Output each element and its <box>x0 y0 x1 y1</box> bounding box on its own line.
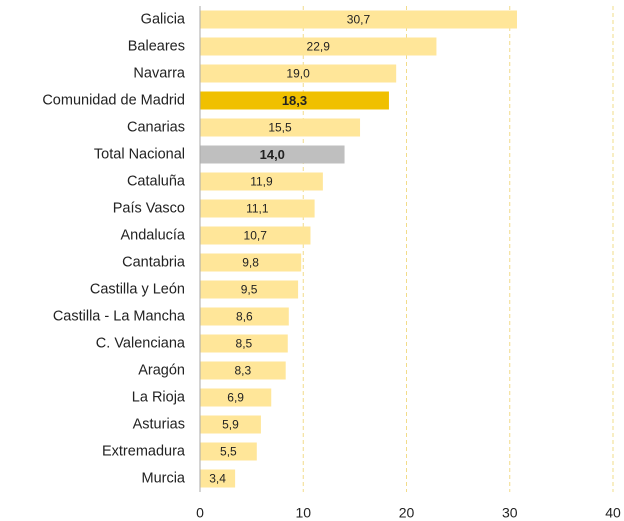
x-tick-label: 10 <box>295 505 311 521</box>
bar <box>200 172 323 191</box>
value-label: 3,4 <box>209 472 226 486</box>
value-label: 10,7 <box>244 229 268 243</box>
category-label: Galicia <box>141 11 186 27</box>
bar <box>200 334 288 353</box>
bar <box>200 91 389 110</box>
value-label: 8,6 <box>236 310 253 324</box>
value-label: 8,5 <box>236 337 253 351</box>
category-label: Cantabria <box>122 254 186 270</box>
category-label: Cataluña <box>127 173 186 189</box>
category-label: Castilla - La Mancha <box>53 308 186 324</box>
bar <box>200 307 289 326</box>
value-label: 30,7 <box>347 13 371 27</box>
bar <box>200 442 257 461</box>
bar <box>200 388 272 407</box>
category-label: País Vasco <box>113 200 185 216</box>
x-tick-label: 30 <box>502 505 518 521</box>
x-tick-label: 20 <box>399 505 415 521</box>
value-label: 5,9 <box>222 418 239 432</box>
category-label: Comunidad de Madrid <box>42 92 185 108</box>
bar <box>200 64 397 83</box>
bar <box>200 361 286 380</box>
value-label: 22,9 <box>307 40 331 54</box>
value-label: 6,9 <box>227 391 244 405</box>
value-label: 11,9 <box>250 175 273 189</box>
category-label: Asturias <box>133 416 185 432</box>
category-label: C. Valenciana <box>96 335 186 351</box>
category-label: Andalucía <box>121 227 186 243</box>
bar <box>200 226 311 245</box>
value-label: 9,8 <box>242 256 259 270</box>
value-label: 19,0 <box>286 67 310 81</box>
bar <box>200 145 345 164</box>
bar <box>200 37 437 56</box>
bar <box>200 199 315 218</box>
value-label: 5,5 <box>220 445 237 459</box>
value-label: 8,3 <box>235 364 252 378</box>
bar <box>200 415 261 434</box>
bar <box>200 10 517 29</box>
value-label: 14,0 <box>260 147 285 162</box>
value-label: 15,5 <box>268 121 292 135</box>
category-label: Total Nacional <box>94 146 185 162</box>
category-label: Murcia <box>141 470 185 486</box>
value-label: 11,1 <box>246 202 269 216</box>
bar <box>200 280 299 299</box>
category-label: Castilla y León <box>90 281 185 297</box>
x-tick-label: 0 <box>196 505 204 521</box>
category-label: Aragón <box>138 362 185 378</box>
value-label: 18,3 <box>282 93 307 108</box>
bar <box>200 469 236 488</box>
category-label: La Rioja <box>132 389 186 405</box>
value-label: 9,5 <box>241 283 258 297</box>
category-label: Baleares <box>128 38 185 54</box>
category-label: Canarias <box>127 119 185 135</box>
category-label: Extremadura <box>102 443 186 459</box>
category-label: Navarra <box>133 65 186 81</box>
x-tick-label: 40 <box>605 505 621 521</box>
bar <box>200 118 361 137</box>
bar <box>200 253 302 272</box>
